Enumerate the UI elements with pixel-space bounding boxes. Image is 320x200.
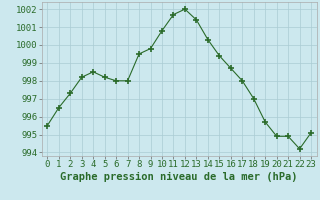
X-axis label: Graphe pression niveau de la mer (hPa): Graphe pression niveau de la mer (hPa): [60, 172, 298, 182]
